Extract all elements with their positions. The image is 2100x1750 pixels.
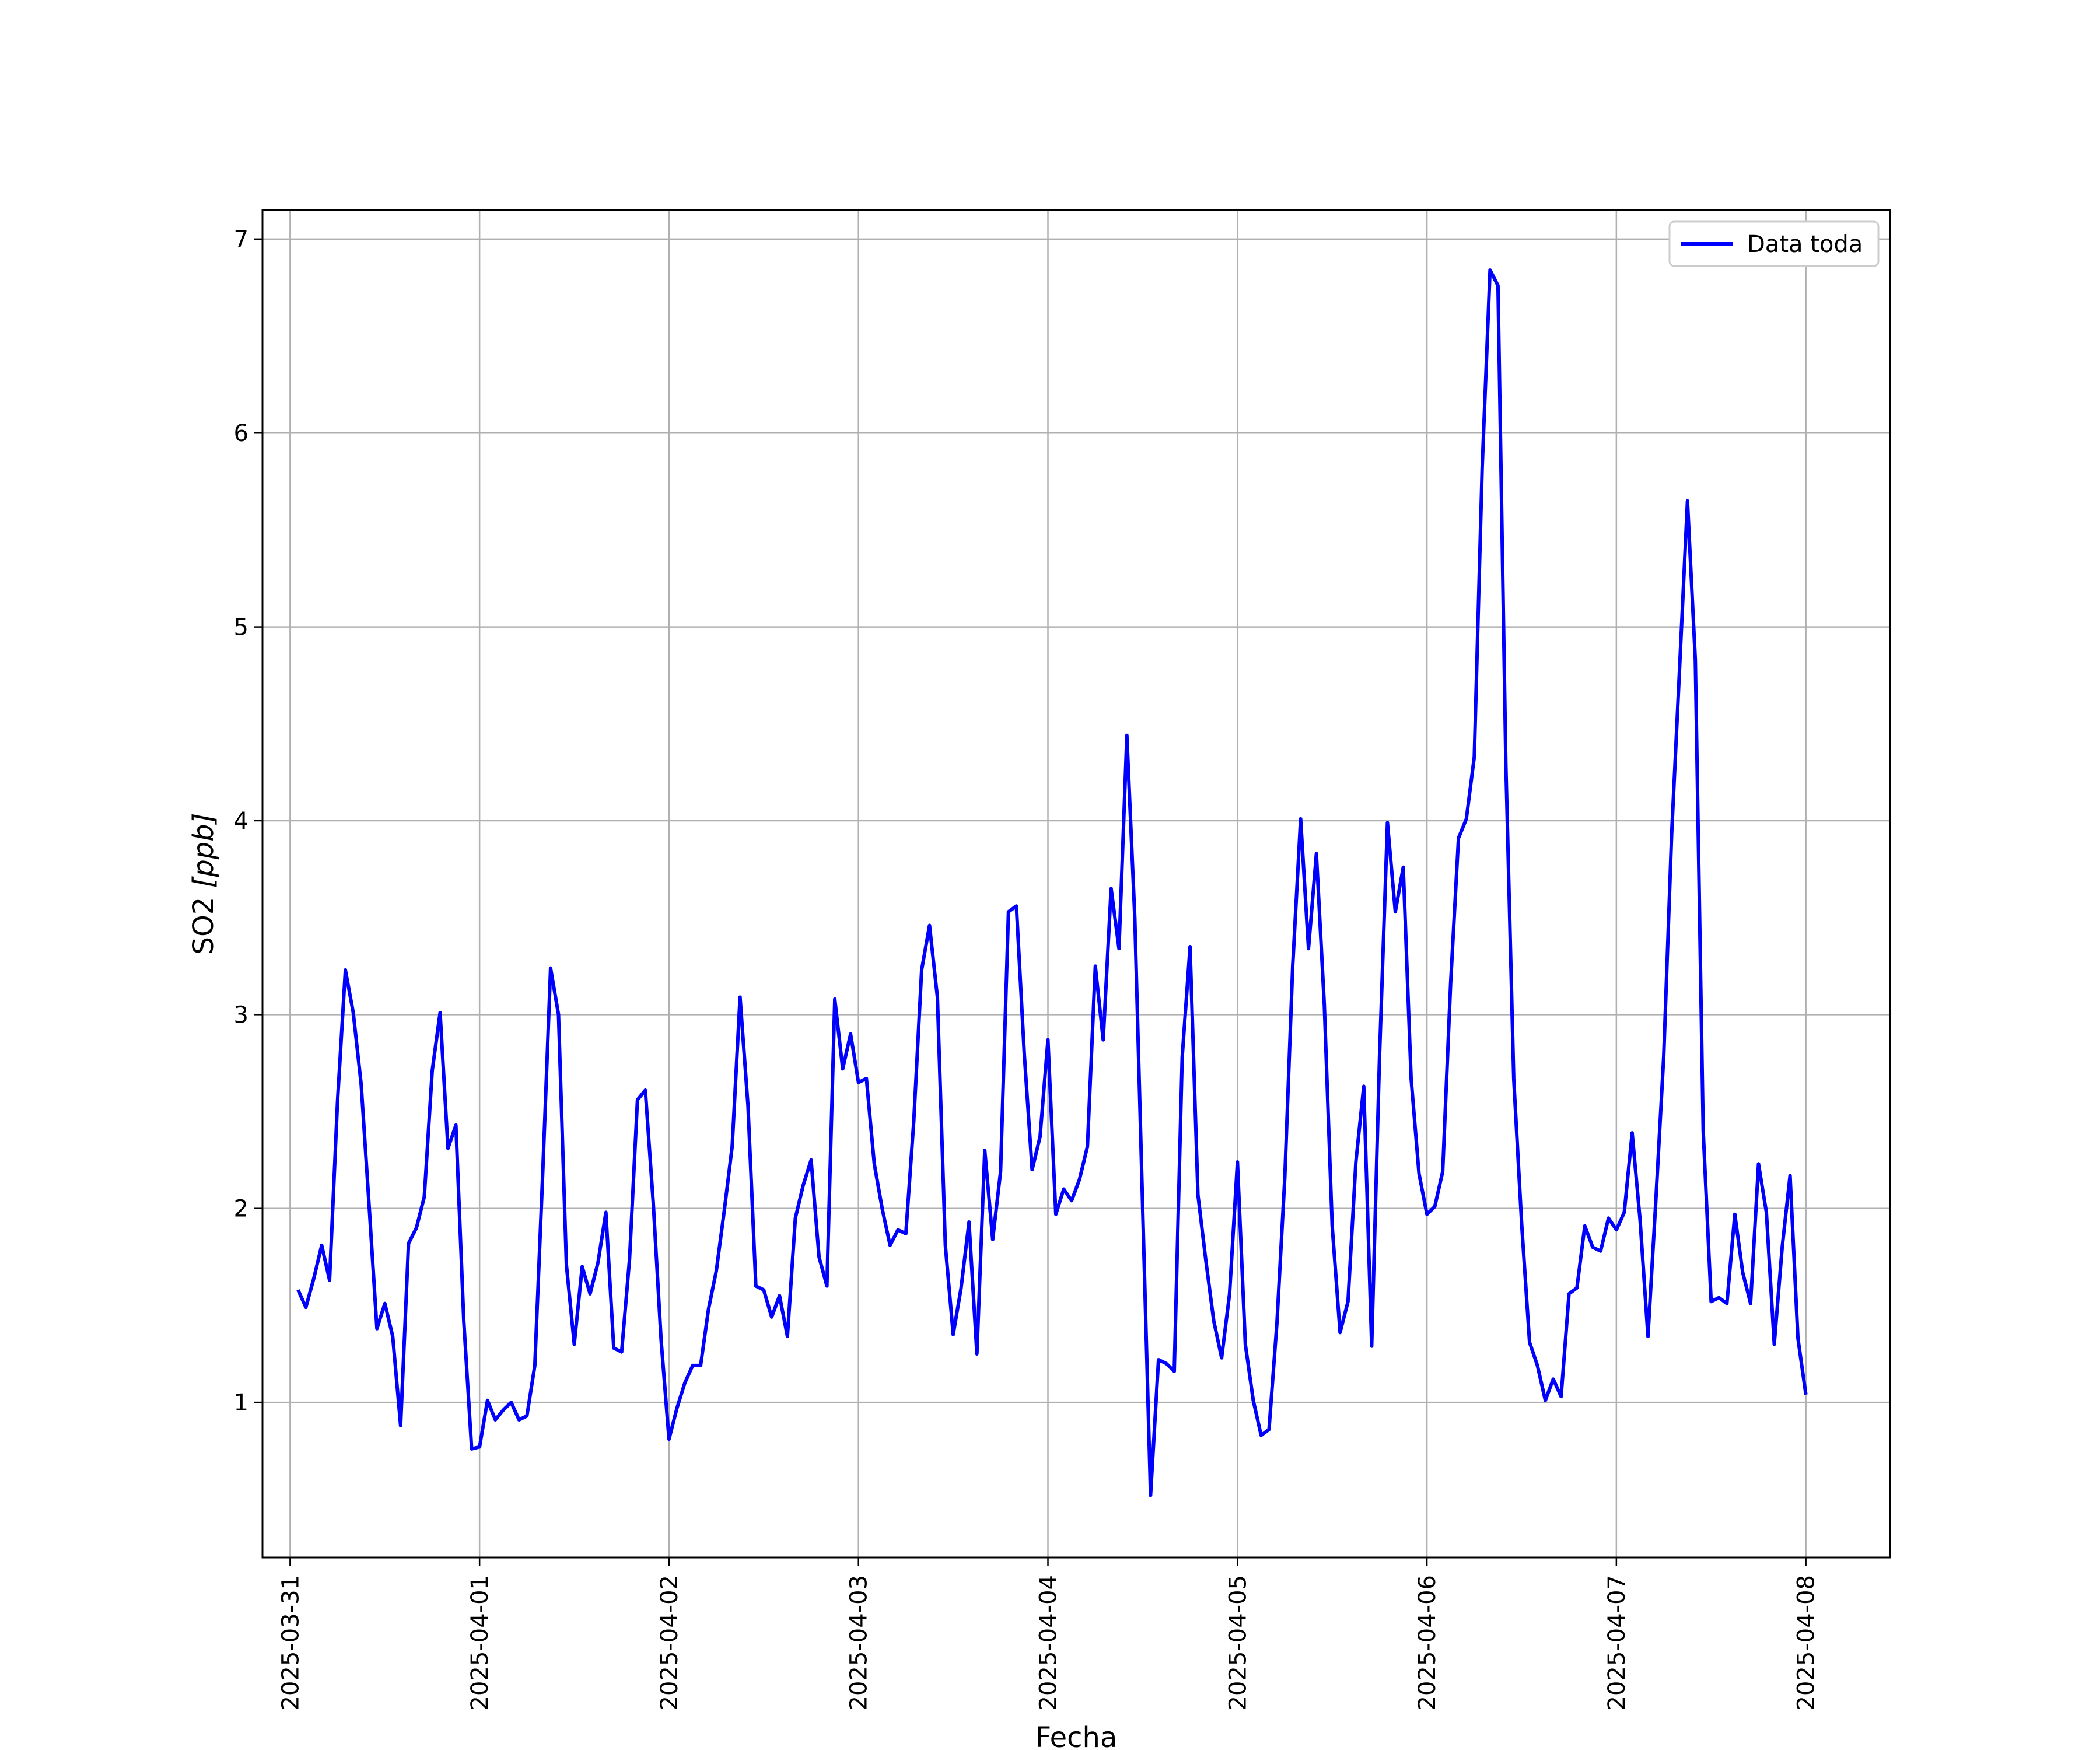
data-point xyxy=(1679,669,1680,670)
data-point xyxy=(645,1090,646,1091)
data-point xyxy=(1387,822,1388,823)
data-point xyxy=(716,1270,717,1271)
data-point xyxy=(905,1233,906,1234)
data-point xyxy=(1316,853,1317,854)
data-point xyxy=(1608,1218,1609,1219)
data-point xyxy=(1000,1171,1001,1172)
data-point xyxy=(1237,1162,1238,1163)
data-point xyxy=(471,1448,472,1449)
data-point xyxy=(542,1173,543,1174)
legend-box xyxy=(1668,220,1880,267)
data-point xyxy=(819,1256,820,1257)
y-tick-label: 6 xyxy=(234,420,249,447)
data-point xyxy=(424,1196,425,1197)
legend: Data toda xyxy=(1668,220,1880,267)
data-point xyxy=(969,1222,970,1223)
data-point xyxy=(1711,1301,1712,1302)
data-point xyxy=(448,1148,449,1149)
data-point xyxy=(1150,1495,1151,1496)
y-axis-label-unit: [ppb] xyxy=(187,813,220,888)
data-point xyxy=(1126,735,1127,736)
plot-frame xyxy=(261,209,1891,1559)
data-point xyxy=(1277,1322,1278,1323)
data-point xyxy=(1561,1396,1562,1397)
x-tick-label: 2025-04-01 xyxy=(467,1575,494,1710)
data-point xyxy=(361,1084,362,1085)
x-tick-label: 2025-03-31 xyxy=(277,1575,304,1710)
data-point xyxy=(953,1334,954,1335)
data-point xyxy=(337,1101,338,1102)
data-point xyxy=(708,1309,709,1310)
data-point xyxy=(384,1303,385,1304)
data-point xyxy=(929,925,930,926)
grid-lines xyxy=(262,210,1890,1558)
data-point xyxy=(732,1146,733,1147)
y-tick-label: 7 xyxy=(234,226,249,253)
data-point xyxy=(582,1266,583,1267)
data-point xyxy=(1040,1136,1041,1137)
data-point xyxy=(1142,1208,1143,1209)
data-point xyxy=(1718,1297,1719,1298)
data-point xyxy=(534,1365,535,1366)
data-point xyxy=(1497,285,1498,286)
data-point xyxy=(937,997,938,998)
data-point xyxy=(1363,1086,1364,1087)
y-axis-label: SO2 [ppb] xyxy=(187,813,220,955)
data-point xyxy=(1300,818,1301,819)
y-tick-label: 2 xyxy=(234,1196,249,1223)
x-tick-label: 2025-04-08 xyxy=(1793,1575,1820,1710)
data-point xyxy=(1624,1212,1625,1213)
data-point xyxy=(1750,1303,1751,1304)
data-point xyxy=(1671,834,1672,835)
data-point xyxy=(1592,1247,1593,1248)
data-point xyxy=(1379,1055,1380,1056)
y-tick-label: 1 xyxy=(234,1390,249,1416)
y-tick-label: 5 xyxy=(234,614,249,641)
data-point xyxy=(1434,1206,1435,1207)
x-axis-ticks: 2025-03-31 2025-04-01 2025-04-02 2025-04-03… xyxy=(277,1558,1820,1710)
data-point xyxy=(1166,1363,1167,1364)
x-tick-label: 2025-04-02 xyxy=(656,1575,683,1710)
data-point xyxy=(787,1336,788,1337)
data-point xyxy=(858,1082,859,1083)
y-tick-label: 4 xyxy=(234,808,249,835)
data-point xyxy=(1742,1272,1743,1273)
series-line-data-toda xyxy=(296,268,1808,1497)
data-point xyxy=(1782,1247,1783,1248)
data-point xyxy=(558,1014,559,1015)
x-tick-label: 2025-04-06 xyxy=(1414,1575,1441,1710)
data-point xyxy=(1537,1365,1538,1366)
data-point xyxy=(692,1365,693,1366)
y-axis-ticks: 1 2 3 4 5 6 7 xyxy=(234,226,262,1416)
x-axis-label: Fecha xyxy=(1035,1721,1118,1750)
x-tick-label: 2025-04-05 xyxy=(1224,1575,1251,1710)
legend-label: Data toda xyxy=(1747,231,1863,258)
data-point xyxy=(1016,906,1017,907)
data-point xyxy=(882,1208,883,1209)
y-axis-label-quantity: SO2 xyxy=(187,888,220,954)
data-point xyxy=(1284,1177,1285,1178)
x-tick-label: 2025-04-07 xyxy=(1604,1575,1630,1710)
data-point xyxy=(487,1400,488,1401)
data-point xyxy=(992,1239,993,1240)
data-point xyxy=(574,1344,575,1345)
data-point xyxy=(432,1070,433,1071)
y-tick-label: 3 xyxy=(234,1002,249,1028)
x-tick-label: 2025-04-04 xyxy=(1035,1575,1062,1710)
data-point xyxy=(668,1439,669,1440)
data-point xyxy=(795,1218,796,1219)
data-point xyxy=(408,1243,409,1244)
data-point xyxy=(1545,1400,1546,1401)
data-point xyxy=(511,1402,512,1403)
data-point xyxy=(1095,966,1096,967)
x-tick-label: 2025-04-03 xyxy=(846,1575,873,1710)
data-point xyxy=(1079,1179,1080,1180)
data-point xyxy=(1253,1400,1254,1401)
data-point xyxy=(1766,1212,1767,1213)
data-point xyxy=(1805,1394,1806,1395)
data-point xyxy=(1087,1146,1088,1147)
